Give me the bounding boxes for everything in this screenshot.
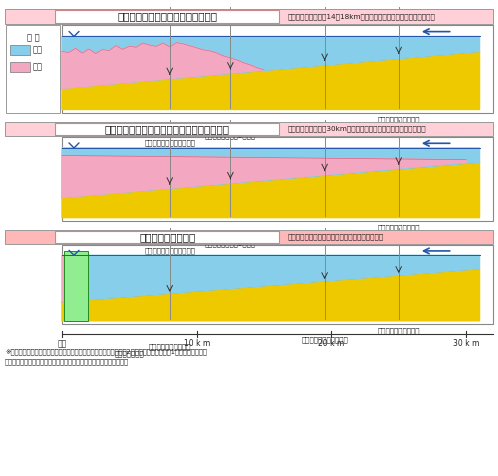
Text: （潮止めをしてマウンド等のしゅんせつをする）: （潮止めをしてマウンド等のしゅんせつをする） [287, 234, 384, 240]
Polygon shape [62, 37, 480, 89]
FancyBboxPatch shape [55, 10, 279, 23]
Text: （塩水は河口から約14～18km付近のマウンドでほぼ止まっている）: （塩水は河口から約14～18km付近のマウンドでほぼ止まっている） [287, 13, 435, 20]
Text: 北伊勢工業用水第１取水口: 北伊勢工業用水第１取水口 [144, 139, 195, 146]
Text: 30 k m: 30 k m [453, 339, 479, 348]
Text: 長良川用水新大江取水口: 長良川用水新大江取水口 [301, 125, 348, 131]
Text: 凡 例: 凡 例 [27, 33, 39, 42]
Text: 北伊勢工業用水取水口: 北伊勢工業用水取水口 [148, 343, 191, 349]
Text: 淡水: 淡水 [33, 46, 43, 54]
Bar [10, 45, 30, 55]
Polygon shape [64, 250, 88, 321]
Text: 長良川用水勝賀取水口: 長良川用水勝賀取水口 [377, 327, 420, 334]
Polygon shape [62, 268, 480, 321]
Bar [62, 245, 493, 324]
Bar [5, 230, 493, 244]
Text: 10 k m: 10 k m [184, 339, 210, 348]
FancyBboxPatch shape [55, 231, 279, 243]
Text: 塩水: 塩水 [33, 62, 43, 71]
Bar [5, 9, 493, 24]
Text: 潮止め堰が無く長良川をしゅんせつした場合: 潮止め堰が無く長良川をしゅんせつした場合 [105, 124, 230, 134]
Text: ※河口堰運用開始後、堰上流が淡水化したため、北伊勢工業用水第2取水口は取水全量を第1取水口で取水可能: ※河口堰運用開始後、堰上流が淡水化したため、北伊勢工業用水第2取水口は取水全量を… [5, 348, 207, 355]
Bar [10, 62, 30, 72]
Bar [62, 137, 493, 221]
Text: 北伊勢工業用水第１取水口: 北伊勢工業用水第１取水口 [144, 247, 195, 254]
Text: 北伊勢工業用水第2取水口: 北伊勢工業用水第2取水口 [205, 240, 256, 247]
Polygon shape [62, 43, 264, 89]
Text: 河口: 河口 [57, 339, 67, 348]
Text: 長良川用水勝賀取水口: 長良川用水勝賀取水口 [377, 224, 420, 230]
Bar [62, 25, 493, 113]
Text: となり撤去されました。また、長良導水取水口が新設されました。: となり撤去されました。また、長良導水取水口が新設されました。 [5, 358, 129, 365]
Polygon shape [62, 255, 86, 302]
Text: 長良川河口堰完成後: 長良川河口堰完成後 [139, 232, 195, 242]
Text: 長良川用水勝賀取水口: 長良川用水勝賀取水口 [377, 116, 420, 123]
Polygon shape [86, 255, 480, 300]
Text: しゅんせつ及び長良川河口堰建設前: しゅんせつ及び長良川河口堰建設前 [117, 11, 217, 21]
Text: 長良導水取水口: 長良導水取水口 [115, 350, 144, 357]
Polygon shape [62, 156, 466, 198]
Bar [6, 25, 60, 113]
Bar [5, 122, 493, 136]
Text: （塩水は河口から約30kmまで上流へ侵入することが予測される）: （塩水は河口から約30kmまで上流へ侵入することが予測される） [287, 126, 426, 132]
Polygon shape [62, 148, 480, 198]
Polygon shape [62, 51, 480, 109]
FancyBboxPatch shape [55, 123, 279, 135]
Polygon shape [62, 162, 480, 218]
Text: 長良川用水新大江取水口: 長良川用水新大江取水口 [301, 233, 348, 239]
Text: 20 k m: 20 k m [318, 339, 345, 348]
Text: 長良川用水新大江取水口: 長良川用水新大江取水口 [301, 336, 348, 343]
Text: 北伊勢工業用水第2取水口: 北伊勢工業用水第2取水口 [205, 132, 256, 139]
